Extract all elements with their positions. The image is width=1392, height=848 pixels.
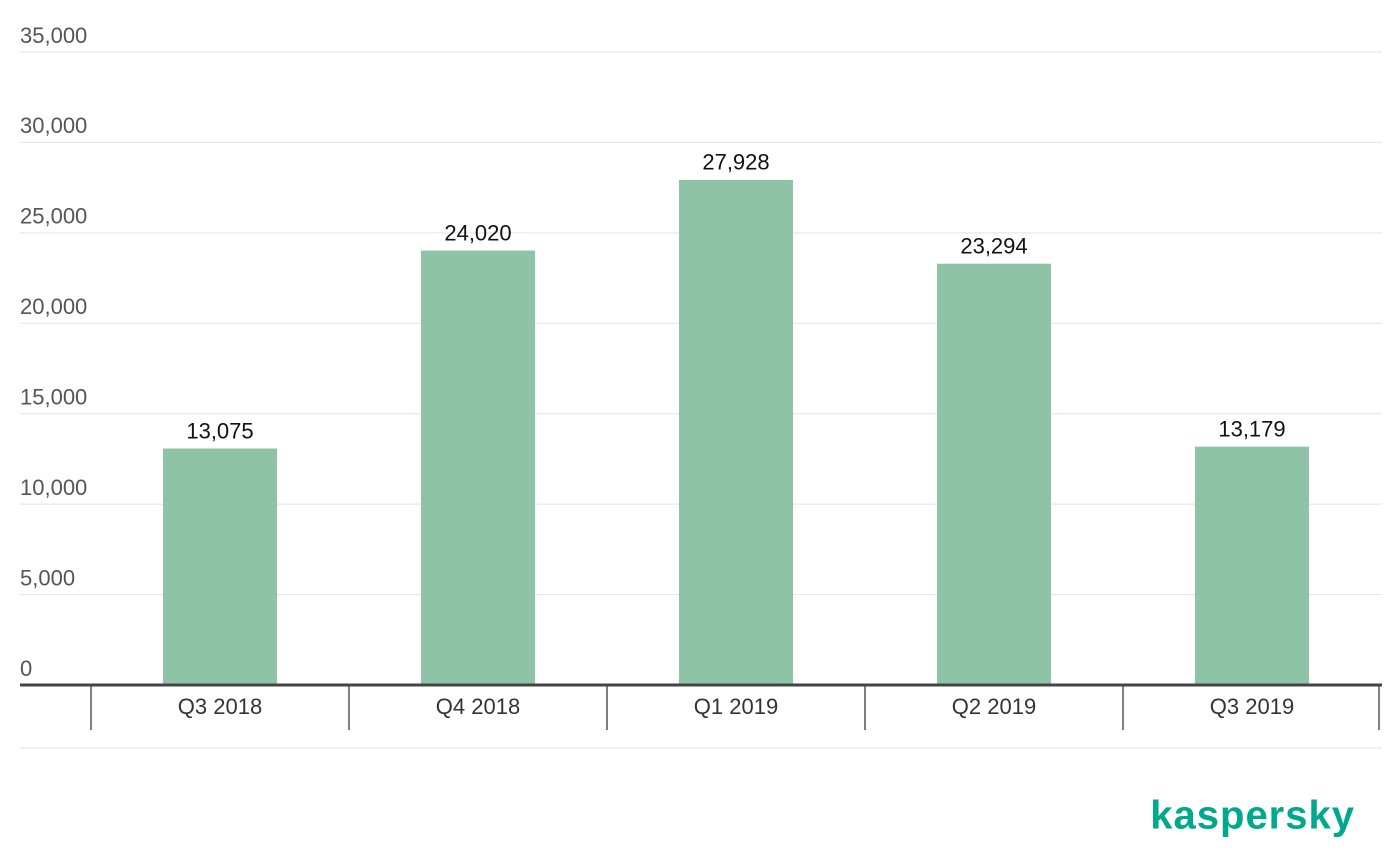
x-tick-label: Q3 2018	[178, 694, 262, 719]
value-label: 24,020	[444, 220, 511, 245]
x-tick-label: Q4 2018	[436, 694, 520, 719]
x-tick-label: Q1 2019	[694, 694, 778, 719]
y-tick-label: 10,000	[20, 475, 87, 500]
y-tick-label: 20,000	[20, 294, 87, 319]
y-tick-label: 25,000	[20, 204, 87, 229]
y-tick-label: 0	[20, 656, 32, 681]
bar	[421, 250, 535, 685]
x-tick-label: Q3 2019	[1210, 694, 1294, 719]
value-label: 13,179	[1218, 416, 1285, 441]
value-label: 27,928	[702, 150, 769, 175]
bar	[937, 263, 1051, 685]
y-tick-label: 5,000	[20, 565, 75, 590]
bar	[163, 448, 277, 685]
bar	[679, 179, 793, 686]
bar	[1195, 446, 1309, 685]
y-tick-label: 15,000	[20, 385, 87, 410]
value-label: 23,294	[960, 234, 1027, 259]
y-tick-label: 30,000	[20, 113, 87, 138]
x-tick-label: Q2 2019	[952, 694, 1036, 719]
y-tick-label: 35,000	[20, 23, 87, 48]
value-label: 13,075	[186, 418, 253, 443]
brand-logo: kaspersky	[1150, 794, 1355, 838]
